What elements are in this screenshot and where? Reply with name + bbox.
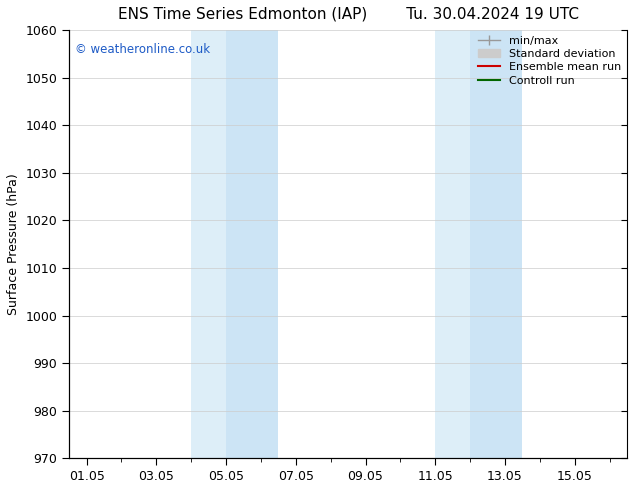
Bar xyxy=(436,30,470,458)
Y-axis label: Surface Pressure (hPa): Surface Pressure (hPa) xyxy=(7,173,20,315)
Title: ENS Time Series Edmonton (IAP)        Tu. 30.04.2024 19 UTC: ENS Time Series Edmonton (IAP) Tu. 30.04… xyxy=(118,7,579,22)
Bar xyxy=(191,30,226,458)
Text: © weatheronline.co.uk: © weatheronline.co.uk xyxy=(75,43,210,56)
Bar xyxy=(470,30,522,458)
Bar xyxy=(226,30,278,458)
Legend: min/max, Standard deviation, Ensemble mean run, Controll run: min/max, Standard deviation, Ensemble me… xyxy=(478,36,621,86)
